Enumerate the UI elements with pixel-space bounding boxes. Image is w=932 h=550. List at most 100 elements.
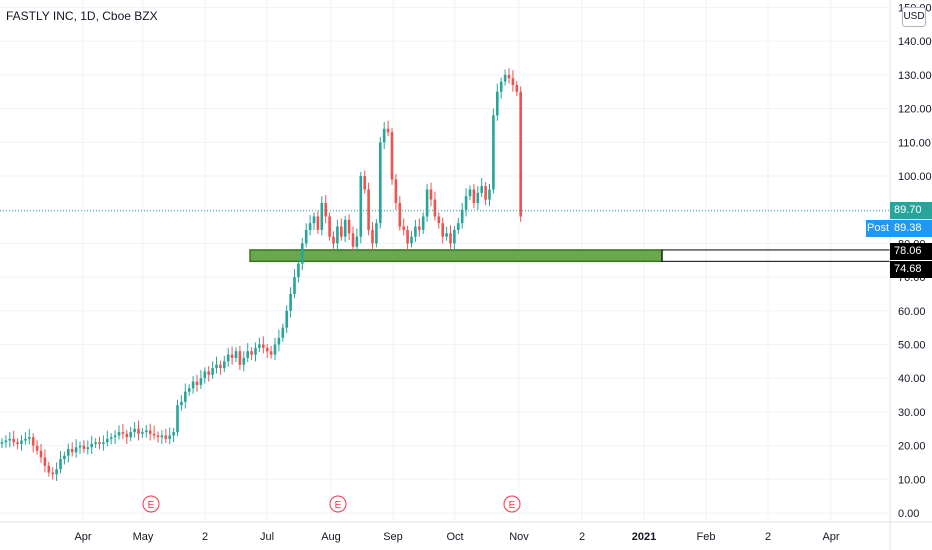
y-tick-label: 20.00 (898, 441, 926, 453)
candle-body (308, 223, 312, 230)
candle-body (355, 236, 359, 247)
candle-body (273, 344, 277, 355)
candle-body (195, 381, 199, 385)
candle-body (172, 432, 175, 436)
candle-body (145, 430, 148, 433)
candle-body (414, 226, 417, 237)
candle-body (219, 364, 222, 369)
candle-body (437, 216, 441, 224)
candle-body (176, 405, 179, 433)
candle-body (207, 371, 210, 375)
earnings-e-icon[interactable]: E (142, 495, 160, 513)
candle-body (386, 128, 390, 133)
candle-body (78, 445, 82, 448)
zone-bottom-price-label: 74.68 (890, 261, 932, 278)
candle-body (24, 438, 27, 441)
candle-body (199, 378, 203, 385)
candle-body (406, 229, 409, 244)
candle-body (98, 442, 101, 444)
candle-body (156, 435, 160, 438)
candle-body (445, 233, 448, 237)
candle-body (433, 199, 437, 217)
y-tick-label: 100.00 (898, 171, 932, 183)
candle-body (519, 91, 522, 217)
candle-body (125, 433, 129, 438)
y-tick-label: 140.00 (898, 36, 932, 48)
candle-body (133, 428, 136, 433)
candle-body (289, 293, 292, 311)
candle-body (262, 344, 265, 348)
x-tick-label: Sep (383, 531, 403, 543)
candle-body (332, 236, 335, 244)
candle-body (503, 74, 507, 82)
y-tick-label: 0.00 (898, 508, 919, 520)
candle-body (285, 310, 288, 328)
candle-body (39, 450, 43, 458)
candle-body (421, 216, 425, 230)
candle-body (410, 236, 413, 244)
candle-body (316, 216, 320, 230)
candle-body (390, 132, 394, 180)
y-tick-label: 10.00 (898, 474, 926, 486)
candle-body (382, 128, 386, 143)
candle-body (297, 263, 300, 278)
earnings-e-icon[interactable]: E (329, 495, 347, 513)
earnings-e-icon[interactable]: E (503, 495, 521, 513)
y-tick-label: 30.00 (898, 407, 926, 419)
candle-body (367, 189, 370, 230)
candle-body (492, 115, 495, 190)
candle-body (281, 327, 285, 338)
candle-body (184, 391, 187, 402)
candle-body (499, 81, 503, 92)
candle-body (258, 344, 261, 348)
x-tick-label: Aug (321, 531, 341, 543)
candle-body (28, 437, 31, 439)
candle-body (379, 142, 382, 224)
candle-body (16, 442, 19, 444)
candle-body (109, 437, 113, 439)
candle-body (226, 354, 230, 362)
candle-body (328, 216, 331, 237)
candle-body (246, 351, 249, 358)
x-tick-label: 2 (579, 531, 585, 543)
candle-body (121, 432, 125, 434)
candle-body (215, 364, 218, 369)
support-zone[interactable] (249, 249, 663, 263)
candle-body (320, 202, 324, 230)
candle-body (43, 457, 47, 466)
candle-body (8, 438, 12, 441)
candle-body (234, 351, 238, 358)
candle-body (242, 357, 246, 365)
candle-body (371, 229, 374, 244)
candle-body (191, 381, 195, 389)
candle-body (340, 226, 343, 237)
candle-body (418, 226, 421, 230)
candle-body (429, 189, 433, 200)
x-tick-label: Apr (74, 531, 91, 543)
candle-body (20, 440, 23, 444)
candle-body (254, 347, 257, 355)
candle-body (90, 443, 93, 448)
candle-body (152, 433, 156, 436)
candle-body (464, 196, 468, 210)
candle-body (180, 401, 183, 406)
candle-body (324, 202, 327, 217)
candle-body (141, 432, 144, 434)
candle-body (394, 179, 398, 203)
earnings-label: E (335, 500, 342, 511)
candle-body (211, 368, 214, 375)
candle-body (168, 435, 171, 439)
x-tick-label: 2021 (632, 531, 656, 543)
candle-body (343, 219, 347, 237)
candle-body (269, 351, 273, 355)
candle-body (129, 432, 132, 438)
y-tick-label: 110.00 (898, 137, 931, 149)
currency-button[interactable]: USD (902, 7, 926, 27)
candle-body (187, 388, 191, 392)
x-tick-label: Oct (446, 531, 463, 543)
candle-body (31, 437, 35, 446)
candle-body (117, 432, 121, 436)
candle-body (476, 192, 480, 203)
